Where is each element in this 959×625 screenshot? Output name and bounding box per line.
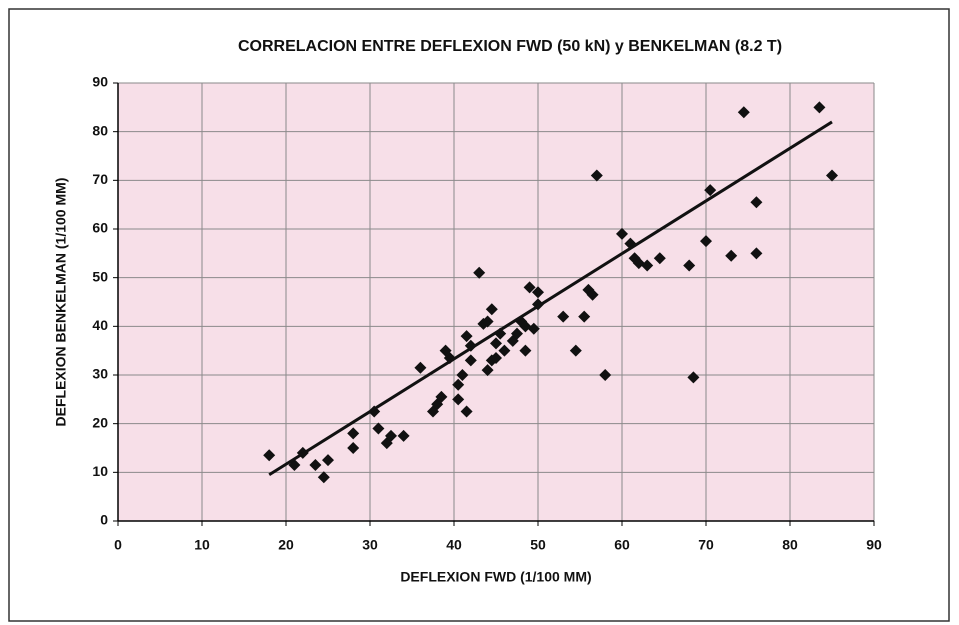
x-tick-label: 80: [782, 537, 798, 553]
x-tick-label: 90: [866, 537, 882, 553]
point: [704, 184, 717, 197]
point: [750, 247, 763, 260]
point: [452, 378, 465, 391]
point: [569, 344, 582, 357]
point: [456, 369, 469, 381]
point: [737, 106, 750, 119]
point: [590, 169, 603, 182]
y-tick-label: 40: [92, 317, 108, 333]
point: [309, 459, 322, 472]
chart-title: CORRELACION ENTRE DEFLEXION FWD (50 kN) …: [238, 38, 782, 55]
point: [683, 259, 696, 272]
point: [435, 390, 448, 403]
y-tick-label: 0: [100, 512, 108, 528]
x-tick-label: 50: [530, 537, 546, 553]
point: [813, 101, 826, 114]
y-tick-label: 20: [92, 414, 108, 430]
point: [481, 364, 494, 377]
point: [263, 449, 276, 462]
point: [347, 442, 360, 454]
point: [485, 303, 498, 316]
y-axis-label: DEFLEXION BENKELMAN (1/100 MM): [53, 178, 69, 427]
point: [322, 454, 334, 467]
point: [498, 344, 511, 357]
point: [641, 259, 654, 272]
point: [700, 235, 712, 248]
trend-line: [268, 120, 833, 477]
y-tick-label: 80: [92, 122, 108, 138]
x-tick-label: 70: [698, 537, 714, 553]
point: [397, 429, 410, 442]
point: [826, 169, 838, 182]
x-tick-label: 0: [114, 537, 122, 553]
point: [519, 344, 532, 357]
y-tick-label: 70: [92, 171, 108, 187]
y-tick-label: 50: [92, 268, 108, 284]
point: [460, 405, 473, 418]
point: [687, 371, 700, 384]
point: [347, 427, 360, 440]
point: [490, 351, 502, 364]
point: [532, 286, 544, 299]
point: [372, 422, 385, 435]
x-tick-label: 10: [194, 537, 210, 553]
point: [317, 471, 330, 484]
point: [511, 327, 523, 340]
y-tick-label: 30: [92, 366, 108, 382]
point: [523, 281, 536, 294]
x-tick-label: 60: [614, 537, 630, 553]
point: [586, 288, 599, 301]
y-tick-label: 90: [92, 74, 108, 90]
point: [473, 266, 486, 279]
point: [599, 369, 612, 381]
point: [578, 310, 591, 323]
point: [464, 354, 477, 367]
point: [616, 227, 628, 240]
plot-area: [118, 83, 874, 521]
point: [653, 252, 666, 265]
point: [452, 393, 465, 406]
point: [481, 315, 494, 328]
point: [460, 330, 473, 343]
point: [490, 337, 502, 350]
y-tick-label: 60: [92, 220, 108, 236]
x-tick-label: 40: [446, 537, 462, 553]
x-tick-label: 30: [362, 537, 378, 553]
point: [527, 322, 540, 335]
point: [557, 310, 570, 323]
point: [750, 196, 763, 209]
point: [385, 429, 397, 442]
point: [725, 249, 738, 262]
x-axis-label: DEFLEXION FWD (1/100 MM): [400, 569, 591, 585]
x-tick-label: 20: [278, 537, 294, 553]
y-tick-label: 10: [92, 463, 108, 479]
point: [414, 361, 427, 374]
